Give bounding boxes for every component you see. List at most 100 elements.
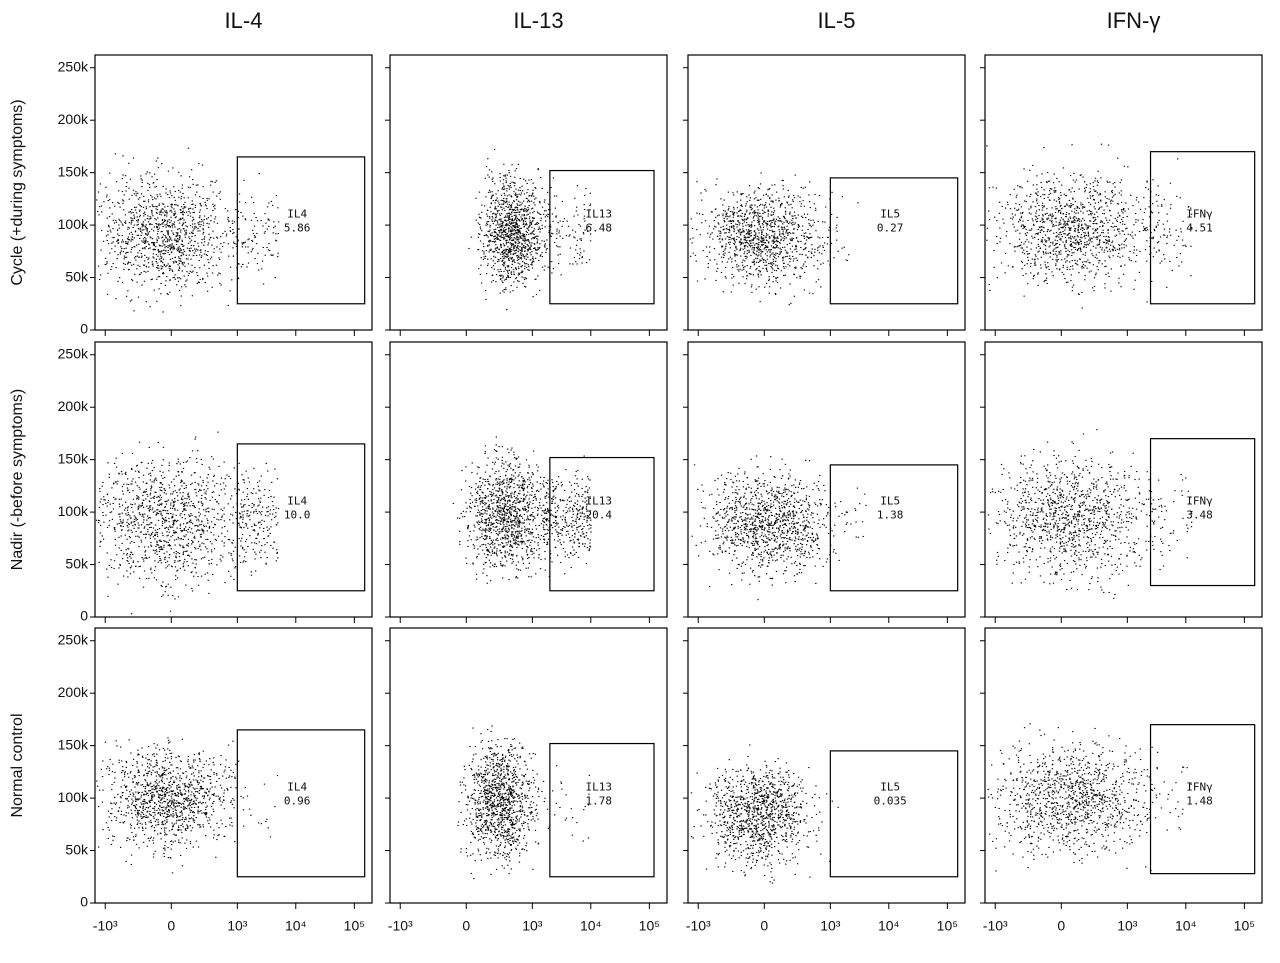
event-dot xyxy=(725,276,726,277)
event-dot xyxy=(120,252,121,253)
event-dot xyxy=(1098,244,1099,245)
event-dot xyxy=(129,269,130,270)
event-dot xyxy=(820,245,821,246)
event-dot xyxy=(534,211,535,212)
event-dot xyxy=(545,216,546,217)
event-dot xyxy=(159,205,160,206)
event-dot xyxy=(1001,262,1002,263)
event-dot xyxy=(762,204,763,205)
event-dot xyxy=(513,200,514,201)
event-dot xyxy=(174,277,175,278)
event-dot xyxy=(1080,241,1081,242)
event-dot xyxy=(496,250,497,251)
event-dot xyxy=(207,251,208,252)
event-dot xyxy=(492,235,493,236)
event-dot xyxy=(483,251,484,252)
event-dot xyxy=(804,233,805,234)
event-dot xyxy=(1079,258,1080,259)
event-dot xyxy=(715,209,716,210)
event-dot xyxy=(1038,244,1039,245)
event-dot xyxy=(1124,224,1125,225)
event-dot xyxy=(527,240,528,241)
event-dot xyxy=(1030,266,1031,267)
event-dot xyxy=(797,260,798,261)
event-dot xyxy=(128,512,129,513)
event-dot xyxy=(1124,166,1125,167)
event-dot xyxy=(240,212,241,213)
event-dot xyxy=(817,237,818,238)
event-dot xyxy=(1136,249,1137,250)
event-dot xyxy=(116,267,117,268)
event-dot xyxy=(276,195,277,196)
y-tick-label: 150k xyxy=(58,163,89,179)
event-dot xyxy=(784,228,785,229)
event-dot xyxy=(210,258,211,259)
event-dot xyxy=(783,257,784,258)
event-dot xyxy=(798,224,799,225)
event-dot xyxy=(1036,247,1037,248)
event-dot xyxy=(117,258,118,259)
y-tick-label: 250k xyxy=(58,58,89,74)
event-dot xyxy=(508,242,509,243)
event-dot xyxy=(151,534,152,535)
event-dot xyxy=(728,216,729,217)
event-dot xyxy=(1093,189,1094,190)
event-dot xyxy=(1066,203,1067,204)
event-dot xyxy=(1088,244,1089,245)
event-dot xyxy=(748,229,749,230)
panel-frame xyxy=(985,55,1262,330)
event-dot xyxy=(1083,232,1084,233)
event-dot xyxy=(141,540,142,541)
event-dot xyxy=(728,206,729,207)
event-dot xyxy=(533,259,534,260)
event-dot xyxy=(1048,218,1049,219)
event-dot xyxy=(801,203,802,204)
event-dot xyxy=(733,194,734,195)
event-dot xyxy=(535,258,536,259)
event-dot xyxy=(1102,213,1103,214)
event-dot xyxy=(510,226,511,227)
event-dot xyxy=(1085,233,1086,234)
event-dot xyxy=(128,262,129,263)
event-dot xyxy=(736,266,737,267)
event-dot xyxy=(244,549,245,550)
event-dot xyxy=(1038,239,1039,240)
event-dot xyxy=(497,248,498,249)
event-dot xyxy=(1063,221,1064,222)
event-dot xyxy=(131,279,132,280)
event-dot xyxy=(265,223,266,224)
event-dot xyxy=(106,261,107,262)
event-dot xyxy=(724,249,725,250)
event-dot xyxy=(1051,222,1052,223)
event-dot xyxy=(1115,218,1116,219)
event-dot xyxy=(1106,220,1107,221)
event-dot xyxy=(1058,211,1059,212)
event-dot xyxy=(774,222,775,223)
event-dot xyxy=(1133,252,1134,253)
event-dot xyxy=(503,228,504,229)
event-dot xyxy=(1053,249,1054,250)
event-dot xyxy=(172,270,173,271)
event-dot xyxy=(516,236,517,237)
event-dot xyxy=(767,259,768,260)
event-dot xyxy=(194,223,195,224)
event-dot xyxy=(727,262,728,263)
event-dot xyxy=(731,258,732,259)
event-dot xyxy=(498,210,499,211)
event-dot xyxy=(220,273,221,274)
event-dot xyxy=(739,223,740,224)
event-dot xyxy=(171,206,172,207)
event-dot xyxy=(724,253,725,254)
event-dot xyxy=(789,284,790,285)
event-dot xyxy=(818,279,819,280)
event-dot xyxy=(183,552,184,553)
event-dot xyxy=(178,220,179,221)
event-dot xyxy=(1097,239,1098,240)
event-dot xyxy=(1090,211,1091,212)
event-dot xyxy=(156,179,157,180)
event-dot xyxy=(208,198,209,199)
event-dot xyxy=(172,258,173,259)
event-dot xyxy=(1038,233,1039,234)
event-dot xyxy=(1061,259,1062,260)
event-dot xyxy=(1086,225,1087,226)
